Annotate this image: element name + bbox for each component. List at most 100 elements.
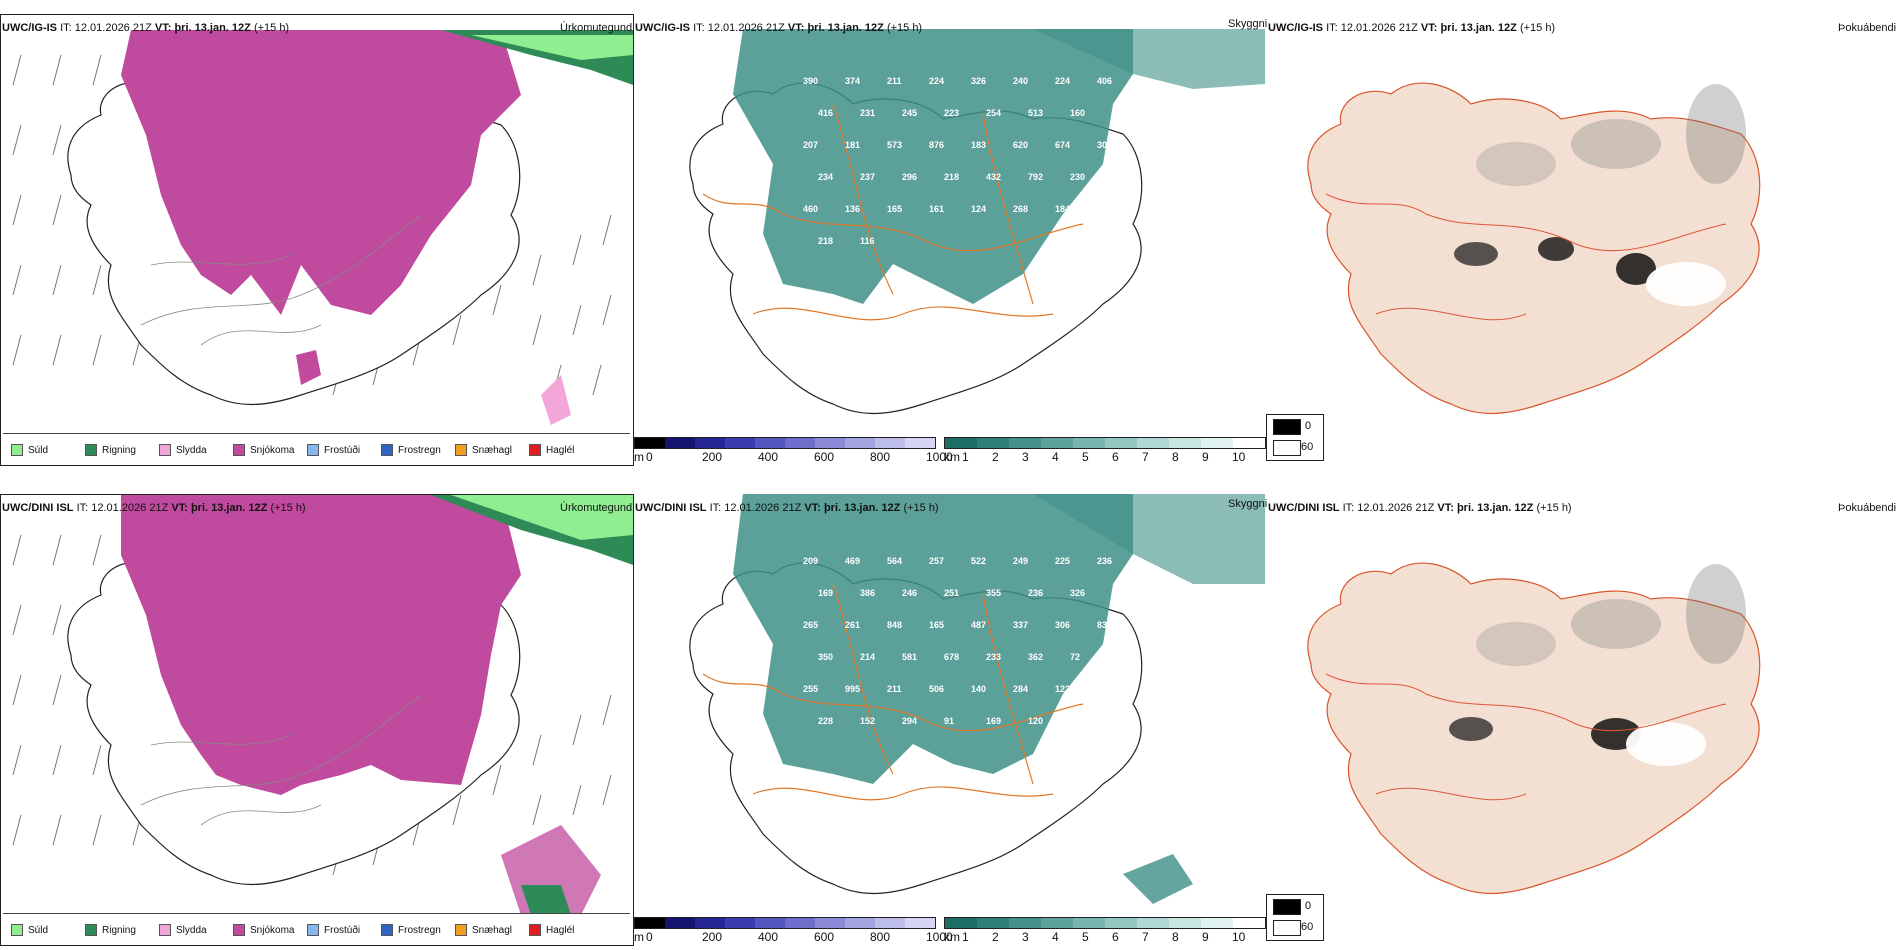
colorbar-step [815, 438, 845, 448]
snow-depth-label: 306 [1055, 620, 1070, 630]
colorbar-step [945, 438, 977, 448]
colorbar-tick: 8 [1172, 930, 1179, 944]
colorbar-step [1105, 918, 1137, 928]
snow-depth-label: 487 [971, 620, 986, 630]
snow-depth-label: 231 [860, 108, 875, 118]
snow-depth-label: 230 [1070, 172, 1085, 182]
snow-depth-label: 160 [1070, 108, 1085, 118]
legend-label: Súld [28, 924, 49, 936]
precip-legend-item: Súld [11, 924, 48, 936]
colorbar-tick: 6 [1112, 450, 1119, 464]
fog-legend-black-box [1273, 899, 1301, 915]
legend-swatch [381, 444, 393, 456]
colorbar-tick: 1 [962, 450, 969, 464]
colorbar-tick: 3 [1022, 450, 1029, 464]
fog-legend-row2: 0 60 [1266, 894, 1324, 941]
snow-depth-label: 228 [818, 716, 833, 726]
precip-legend-item: Snjókoma [233, 924, 294, 936]
colorbar-unit: km [944, 450, 960, 464]
precip-legend-item: Frostregn [381, 924, 441, 936]
colorbar-step [1201, 438, 1233, 448]
precip-map-row2 [12, 495, 633, 915]
snow-depth-label: 184 [1112, 652, 1127, 662]
precip-legend-item: Rigning [85, 444, 136, 456]
snow-depth-label: 995 [845, 684, 860, 694]
legend-swatch [85, 444, 97, 456]
legend-swatch [11, 924, 23, 936]
header-fog-row1: UWC/IG-IS IT: 12.01.2026 21Z VT: þri. 13… [1268, 22, 1556, 34]
colorbar-tick: 800 [870, 930, 891, 944]
snow-area [121, 30, 521, 315]
colorbar-tick: 2 [992, 930, 999, 944]
colorbar-step [1073, 438, 1105, 448]
colorbar-step [635, 438, 665, 448]
vis-map-row1: 390 374 211 224 326 240 224 406 416 231 245 223 254 5… [689, 29, 1265, 414]
roads [1325, 193, 1727, 321]
colorbar-tick: 400 [758, 450, 779, 464]
snow-depth-label: 234 [818, 172, 833, 182]
vis-panel-row1: 390 374 211 224 326 240 224 406 416 231 245 223 254 5… [633, 14, 1265, 464]
snow-depth-label: 261 [845, 620, 860, 630]
snow-depth-label: 204 [1112, 588, 1127, 598]
colorbar-tick: 2 [992, 450, 999, 464]
colorbar-step [725, 918, 755, 928]
colorbar-step [1137, 438, 1169, 448]
vis-map-row2: 209 469 564 257 522 249 225 236 169 386 246 251 355 2… [689, 494, 1265, 904]
legend-label: Snæhagl [472, 924, 513, 936]
snow-depth-label: 406 [1097, 76, 1112, 86]
precip-legend-item: Snæhagl [455, 924, 512, 936]
snow-depth-label: 386 [860, 588, 875, 598]
snow-depth-label: 247 [1112, 108, 1127, 118]
vis-panel-row2: 209 469 564 257 522 249 225 236 169 386 246 251 355 2… [633, 494, 1265, 944]
colorbar-step [755, 438, 785, 448]
snow-depth-label: 99 [1097, 684, 1107, 694]
header-vis-row2: UWC/DINI ISL IT: 12.01.2026 21Z VT: þri.… [635, 502, 939, 514]
colorbar-tick: 4 [1052, 450, 1059, 464]
legend-label: Frostregn [398, 924, 441, 936]
snow-depth-label: 678 [944, 652, 959, 662]
snow-depth-colorbar-row1 [634, 437, 936, 449]
legend-swatch [11, 444, 23, 456]
colorbar-step [725, 438, 755, 448]
snow-depth-label: 506 [929, 684, 944, 694]
colorbar-tick: 400 [758, 930, 779, 944]
colorbar-step [905, 438, 935, 448]
colorbar-tick: 6 [1112, 930, 1119, 944]
fog-map-row1 [1307, 82, 1761, 414]
colorbar-tick: 1000 [926, 930, 953, 944]
snow-depth-label: 853 [1112, 172, 1127, 182]
snow-depth-label: 233 [986, 652, 1001, 662]
snow-depth-labels-row1: 390 374 211 224 326 240 224 406 416 231 245 223 254 5… [803, 76, 1127, 246]
snow-depth-label: 218 [818, 236, 833, 246]
colorbar-step [977, 918, 1009, 928]
panel-title-fog-row1: Þokuábendi [1838, 22, 1897, 34]
snow-depth-label: 152 [860, 716, 875, 726]
header-fog-row2: UWC/DINI ISL IT: 12.01.2026 21Z VT: þri.… [1268, 502, 1572, 514]
low-visibility-sea [1033, 494, 1265, 584]
snow-depth-label: 469 [845, 556, 860, 566]
snow-depth-label: 265 [803, 620, 818, 630]
legend-swatch [381, 924, 393, 936]
snow-depth-label: 209 [803, 556, 818, 566]
colorbar-tick: 8 [1172, 450, 1179, 464]
snow-depth-label: 620 [1013, 140, 1028, 150]
snow-depth-label: 169 [986, 716, 1001, 726]
snow-depth-label: 237 [860, 172, 875, 182]
snow-depth-label: 165 [887, 204, 902, 214]
snow-depth-label: 254 [986, 108, 1001, 118]
fog-map-row2 [1307, 562, 1761, 894]
roads [1325, 673, 1727, 801]
visibility-colorbar-row1 [944, 437, 1266, 449]
fog-panel-row2: 0 60 [1266, 494, 1900, 950]
snow-depth-label: 122 [1055, 684, 1070, 694]
snow-depth-label: 374 [845, 76, 860, 86]
colorbar-tick: 7 [1142, 450, 1149, 464]
snow-depth-label: 165 [929, 620, 944, 630]
snow-depth-label: 246 [902, 588, 917, 598]
legend-label: Snæhagl [472, 444, 513, 456]
snow-depth-label: 581 [902, 652, 917, 662]
snow-islet [296, 350, 321, 385]
panel-title-precip-row2: Úrkomutegund [560, 502, 633, 514]
snow-depth-label: 513 [1028, 108, 1043, 118]
snow-depth-label: 169 [818, 588, 833, 598]
